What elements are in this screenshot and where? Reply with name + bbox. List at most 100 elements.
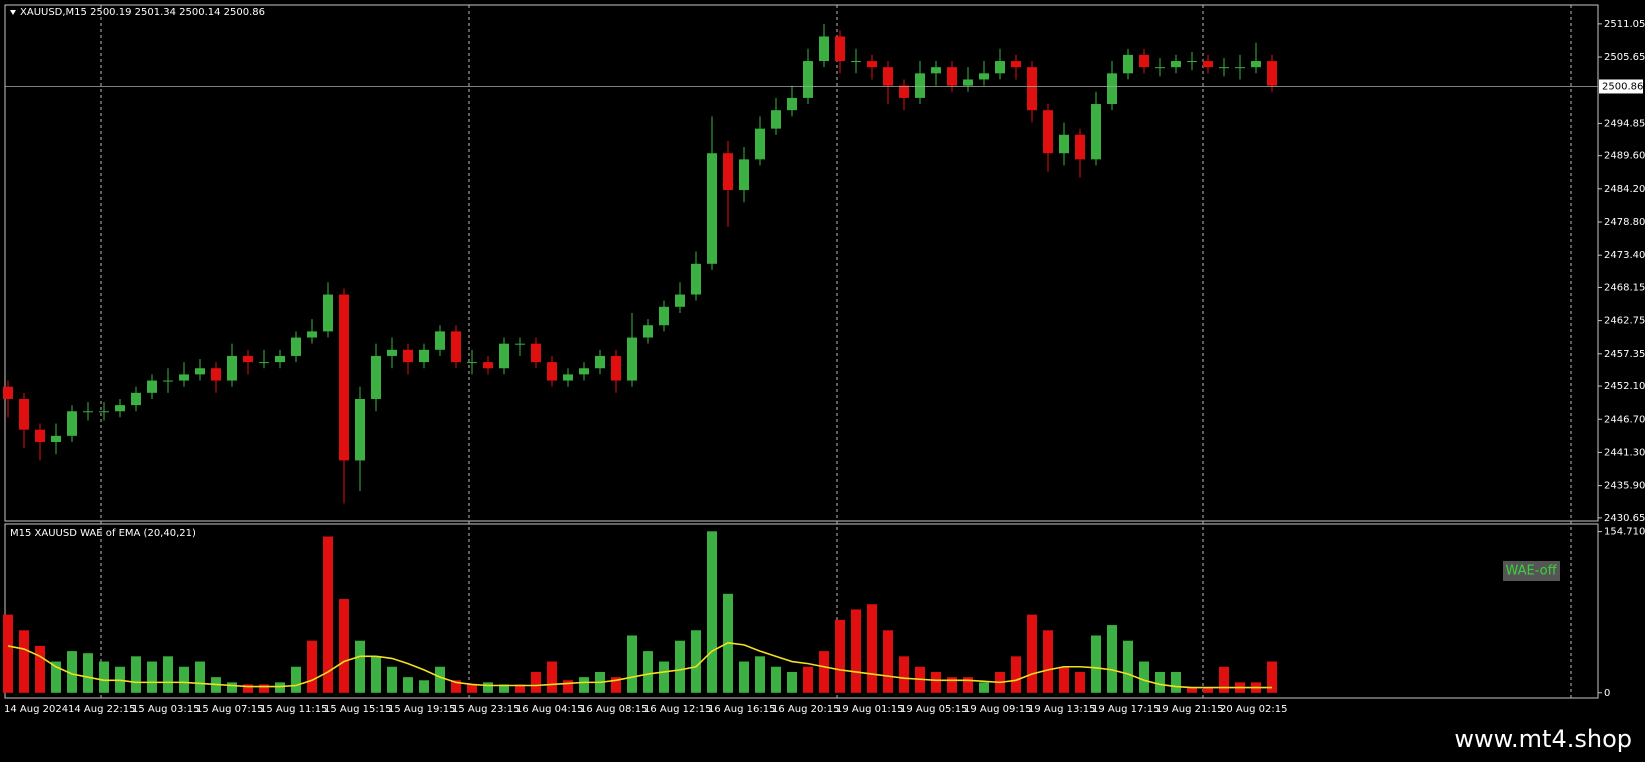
candle-body [179,374,189,381]
histogram-bar [579,677,589,693]
candle-body [243,355,253,363]
candle-body [403,349,413,363]
candle-body [1139,54,1149,68]
histogram-bar [99,661,109,693]
candle-body [947,67,957,86]
histogram-bar [819,651,829,693]
histogram-bar [179,666,189,693]
candle-body [771,110,781,129]
candle-body [1011,61,1021,68]
candle-body [35,429,45,442]
candle-body [1027,67,1037,111]
histogram-bar [531,671,541,693]
histogram-bar [83,653,93,693]
candle-body [323,294,333,332]
candle-body [355,398,365,461]
histogram-bar [259,684,269,693]
histogram-bar [979,682,989,693]
histogram-bar [835,619,845,693]
candle-body [339,294,349,461]
candle-body [563,374,573,381]
histogram-bar [563,680,573,693]
histogram-bar [131,656,141,693]
histogram-bar [1219,666,1229,693]
histogram-bar [1123,640,1133,693]
candle-body [211,368,221,381]
histogram-bar [643,651,653,693]
candle-body [995,61,1005,74]
y-tick-label: 2489.60 [1604,151,1645,162]
candle-body [467,362,477,364]
y-tick-label: 2478.80 [1604,217,1645,228]
x-tick-label: 19 Aug 05:15 [900,704,967,715]
candle-body [1043,110,1053,154]
histogram-bar [227,682,237,693]
x-tick-label: 15 Aug 07:15 [196,704,263,715]
histogram-bar [883,630,893,693]
histogram-bar [515,684,525,693]
candle-body [1059,134,1069,154]
candle-body [387,349,397,356]
histogram-bar [483,682,493,693]
histogram-bar [147,661,157,693]
last-price-box [1599,79,1643,94]
candle-body [51,435,61,442]
x-tick-label: 15 Aug 15:15 [324,704,391,715]
histogram-bar [1267,661,1277,693]
y-tick-label: 2473.40 [1604,250,1645,261]
candle-body [483,362,493,369]
y-tick-label: 2441.30 [1604,447,1645,458]
histogram-bar [739,661,749,693]
candle-body [643,325,653,338]
y-tick-label: 2484.20 [1604,184,1645,195]
candle-body [1123,54,1133,74]
candle-body [371,355,381,399]
candle-body [1251,61,1261,68]
candle-body [515,343,525,345]
candle-body [1171,61,1181,68]
x-tick-label: 16 Aug 08:15 [580,704,647,715]
candle-body [755,128,765,160]
candle-body [259,362,269,364]
candle-body [979,73,989,80]
histogram-bar [803,666,813,693]
x-tick-label: 15 Aug 03:15 [132,704,199,715]
symbol-header: XAUUSD,M15 2500.19 2501.34 2500.14 2500.… [20,7,265,18]
candle-body [675,294,685,307]
indicator-title: M15 XAUUSD WAE of EMA (20,40,21) [10,528,196,539]
candle-body [1075,134,1085,160]
last-price-label: 2500.86 [1602,81,1643,92]
candle-body [851,61,861,63]
x-tick-label: 19 Aug 09:15 [964,704,1031,715]
candle-body [963,79,973,86]
indicator-panel [4,523,1599,699]
candle-body [131,392,141,406]
x-tick-label: 16 Aug 16:15 [708,704,775,715]
histogram-bar [51,661,61,693]
histogram-bar [1059,666,1069,693]
candle-body [883,67,893,86]
candle-body [739,159,749,191]
candle-body [787,97,797,111]
y-tick-label: 2494.85 [1604,118,1645,129]
candle-body [931,67,941,74]
histogram-bar [451,680,461,693]
watermark: www.mt4.shop [1454,725,1632,753]
histogram-bar [691,630,701,693]
y-tick-label: 154.7103 [1604,527,1645,538]
status-box [1503,561,1560,581]
x-tick-label: 16 Aug 04:15 [516,704,583,715]
candle-body [1187,61,1197,63]
menu-arrow[interactable] [10,10,16,15]
histogram-bar [659,661,669,693]
histogram-bar [3,614,13,693]
histogram-bar [931,671,941,693]
candle-body [611,355,621,381]
histogram-bar [1155,671,1165,693]
histogram-bar [35,645,45,693]
x-tick-label: 15 Aug 19:15 [388,704,455,715]
x-tick-label: 19 Aug 01:15 [836,704,903,715]
histogram-bar [675,640,685,693]
histogram-bar [1203,687,1213,693]
